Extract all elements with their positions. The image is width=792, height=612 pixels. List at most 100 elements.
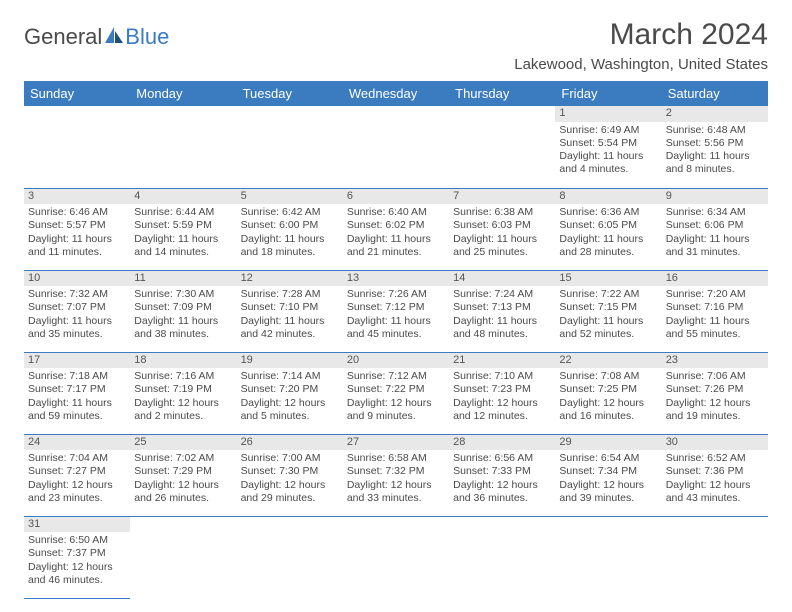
cell-line: Sunrise: 6:42 AM bbox=[241, 206, 339, 219]
calendar-cell: 15Sunrise: 7:22 AMSunset: 7:15 PMDayligh… bbox=[555, 270, 661, 352]
day-header-row: Sunday Monday Tuesday Wednesday Thursday… bbox=[24, 81, 768, 106]
day-number: 16 bbox=[662, 271, 768, 287]
calendar-cell bbox=[449, 516, 555, 598]
cell-line: Daylight: 11 hours and 18 minutes. bbox=[241, 233, 339, 259]
calendar-row: 24Sunrise: 7:04 AMSunset: 7:27 PMDayligh… bbox=[24, 434, 768, 516]
cell-line: Daylight: 11 hours and 38 minutes. bbox=[134, 315, 232, 341]
cell-line: Daylight: 11 hours and 4 minutes. bbox=[559, 150, 657, 176]
calendar-cell: 26Sunrise: 7:00 AMSunset: 7:30 PMDayligh… bbox=[237, 434, 343, 516]
cell-body: Sunrise: 7:20 AMSunset: 7:16 PMDaylight:… bbox=[662, 286, 768, 345]
cell-line: Sunrise: 7:22 AM bbox=[559, 288, 657, 301]
cell-line: Sunrise: 7:26 AM bbox=[347, 288, 445, 301]
cell-body: Sunrise: 7:16 AMSunset: 7:19 PMDaylight:… bbox=[130, 368, 236, 427]
cell-line: Daylight: 12 hours and 9 minutes. bbox=[347, 397, 445, 423]
calendar-row: 31Sunrise: 6:50 AMSunset: 7:37 PMDayligh… bbox=[24, 516, 768, 598]
cell-line: Sunset: 5:57 PM bbox=[28, 219, 126, 232]
cell-line: Daylight: 12 hours and 36 minutes. bbox=[453, 479, 551, 505]
day-number: 1 bbox=[555, 106, 661, 122]
day-number: 22 bbox=[555, 353, 661, 369]
day-number: 21 bbox=[449, 353, 555, 369]
cell-line: Sunset: 7:29 PM bbox=[134, 465, 232, 478]
cell-line: Sunrise: 7:00 AM bbox=[241, 452, 339, 465]
cell-body: Sunrise: 7:22 AMSunset: 7:15 PMDaylight:… bbox=[555, 286, 661, 345]
cell-line: Sunrise: 7:14 AM bbox=[241, 370, 339, 383]
cell-body: Sunrise: 7:00 AMSunset: 7:30 PMDaylight:… bbox=[237, 450, 343, 509]
cell-body: Sunrise: 6:36 AMSunset: 6:05 PMDaylight:… bbox=[555, 204, 661, 263]
cell-line: Sunset: 7:33 PM bbox=[453, 465, 551, 478]
calendar-cell: 13Sunrise: 7:26 AMSunset: 7:12 PMDayligh… bbox=[343, 270, 449, 352]
cell-line: Sunset: 7:37 PM bbox=[28, 547, 126, 560]
day-number: 4 bbox=[130, 189, 236, 205]
calendar-row: 1Sunrise: 6:49 AMSunset: 5:54 PMDaylight… bbox=[24, 106, 768, 188]
cell-body: Sunrise: 7:24 AMSunset: 7:13 PMDaylight:… bbox=[449, 286, 555, 345]
cell-line: Sunrise: 7:32 AM bbox=[28, 288, 126, 301]
cell-line: Sunset: 6:06 PM bbox=[666, 219, 764, 232]
cell-body: Sunrise: 7:06 AMSunset: 7:26 PMDaylight:… bbox=[662, 368, 768, 427]
day-header: Sunday bbox=[24, 81, 130, 106]
cell-line: Daylight: 12 hours and 12 minutes. bbox=[453, 397, 551, 423]
cell-line: Sunrise: 6:46 AM bbox=[28, 206, 126, 219]
calendar-cell bbox=[24, 106, 130, 188]
cell-line: Daylight: 11 hours and 52 minutes. bbox=[559, 315, 657, 341]
cell-body: Sunrise: 6:38 AMSunset: 6:03 PMDaylight:… bbox=[449, 204, 555, 263]
location-text: Lakewood, Washington, United States bbox=[514, 56, 768, 73]
cell-line: Daylight: 12 hours and 29 minutes. bbox=[241, 479, 339, 505]
cell-line: Sunset: 7:17 PM bbox=[28, 383, 126, 396]
cell-body: Sunrise: 7:08 AMSunset: 7:25 PMDaylight:… bbox=[555, 368, 661, 427]
cell-line: Sunset: 7:16 PM bbox=[666, 301, 764, 314]
calendar-cell: 16Sunrise: 7:20 AMSunset: 7:16 PMDayligh… bbox=[662, 270, 768, 352]
logo-word-2: Blue bbox=[125, 24, 169, 50]
cell-line: Daylight: 11 hours and 45 minutes. bbox=[347, 315, 445, 341]
cell-body: Sunrise: 6:56 AMSunset: 7:33 PMDaylight:… bbox=[449, 450, 555, 509]
cell-line: Daylight: 11 hours and 35 minutes. bbox=[28, 315, 126, 341]
day-number: 9 bbox=[662, 189, 768, 205]
cell-line: Sunset: 7:20 PM bbox=[241, 383, 339, 396]
calendar-cell: 23Sunrise: 7:06 AMSunset: 7:26 PMDayligh… bbox=[662, 352, 768, 434]
calendar-cell bbox=[343, 516, 449, 598]
cell-line: Sunrise: 7:02 AM bbox=[134, 452, 232, 465]
day-number: 8 bbox=[555, 189, 661, 205]
cell-line: Sunrise: 6:49 AM bbox=[559, 124, 657, 137]
calendar-cell: 2Sunrise: 6:48 AMSunset: 5:56 PMDaylight… bbox=[662, 106, 768, 188]
day-header: Saturday bbox=[662, 81, 768, 106]
calendar-cell: 7Sunrise: 6:38 AMSunset: 6:03 PMDaylight… bbox=[449, 188, 555, 270]
cell-line: Sunset: 7:09 PM bbox=[134, 301, 232, 314]
cell-line: Daylight: 12 hours and 19 minutes. bbox=[666, 397, 764, 423]
cell-line: Sunset: 6:00 PM bbox=[241, 219, 339, 232]
calendar-row: 17Sunrise: 7:18 AMSunset: 7:17 PMDayligh… bbox=[24, 352, 768, 434]
day-number: 17 bbox=[24, 353, 130, 369]
cell-body: Sunrise: 7:14 AMSunset: 7:20 PMDaylight:… bbox=[237, 368, 343, 427]
calendar-cell bbox=[237, 516, 343, 598]
cell-line: Sunset: 7:10 PM bbox=[241, 301, 339, 314]
cell-line: Daylight: 11 hours and 28 minutes. bbox=[559, 233, 657, 259]
day-header: Tuesday bbox=[237, 81, 343, 106]
calendar-cell: 30Sunrise: 6:52 AMSunset: 7:36 PMDayligh… bbox=[662, 434, 768, 516]
calendar-cell: 8Sunrise: 6:36 AMSunset: 6:05 PMDaylight… bbox=[555, 188, 661, 270]
cell-line: Daylight: 11 hours and 31 minutes. bbox=[666, 233, 764, 259]
day-number: 3 bbox=[24, 189, 130, 205]
calendar-row: 10Sunrise: 7:32 AMSunset: 7:07 PMDayligh… bbox=[24, 270, 768, 352]
day-number: 24 bbox=[24, 435, 130, 451]
logo-sail-icon bbox=[104, 24, 124, 50]
cell-body: Sunrise: 7:18 AMSunset: 7:17 PMDaylight:… bbox=[24, 368, 130, 427]
calendar-cell: 27Sunrise: 6:58 AMSunset: 7:32 PMDayligh… bbox=[343, 434, 449, 516]
cell-line: Sunrise: 6:52 AM bbox=[666, 452, 764, 465]
cell-line: Sunrise: 7:08 AM bbox=[559, 370, 657, 383]
calendar-cell: 5Sunrise: 6:42 AMSunset: 6:00 PMDaylight… bbox=[237, 188, 343, 270]
calendar-cell: 6Sunrise: 6:40 AMSunset: 6:02 PMDaylight… bbox=[343, 188, 449, 270]
calendar-cell: 12Sunrise: 7:28 AMSunset: 7:10 PMDayligh… bbox=[237, 270, 343, 352]
cell-line: Sunrise: 6:58 AM bbox=[347, 452, 445, 465]
cell-line: Sunrise: 7:30 AM bbox=[134, 288, 232, 301]
calendar-cell bbox=[343, 106, 449, 188]
cell-line: Sunset: 6:05 PM bbox=[559, 219, 657, 232]
cell-body: Sunrise: 7:28 AMSunset: 7:10 PMDaylight:… bbox=[237, 286, 343, 345]
calendar-cell: 29Sunrise: 6:54 AMSunset: 7:34 PMDayligh… bbox=[555, 434, 661, 516]
cell-line: Sunrise: 7:06 AM bbox=[666, 370, 764, 383]
cell-line: Sunset: 7:13 PM bbox=[453, 301, 551, 314]
day-number: 14 bbox=[449, 271, 555, 287]
calendar-cell bbox=[449, 106, 555, 188]
cell-body: Sunrise: 6:50 AMSunset: 7:37 PMDaylight:… bbox=[24, 532, 130, 591]
cell-line: Sunrise: 6:36 AM bbox=[559, 206, 657, 219]
cell-line: Sunset: 7:26 PM bbox=[666, 383, 764, 396]
cell-line: Sunrise: 6:38 AM bbox=[453, 206, 551, 219]
